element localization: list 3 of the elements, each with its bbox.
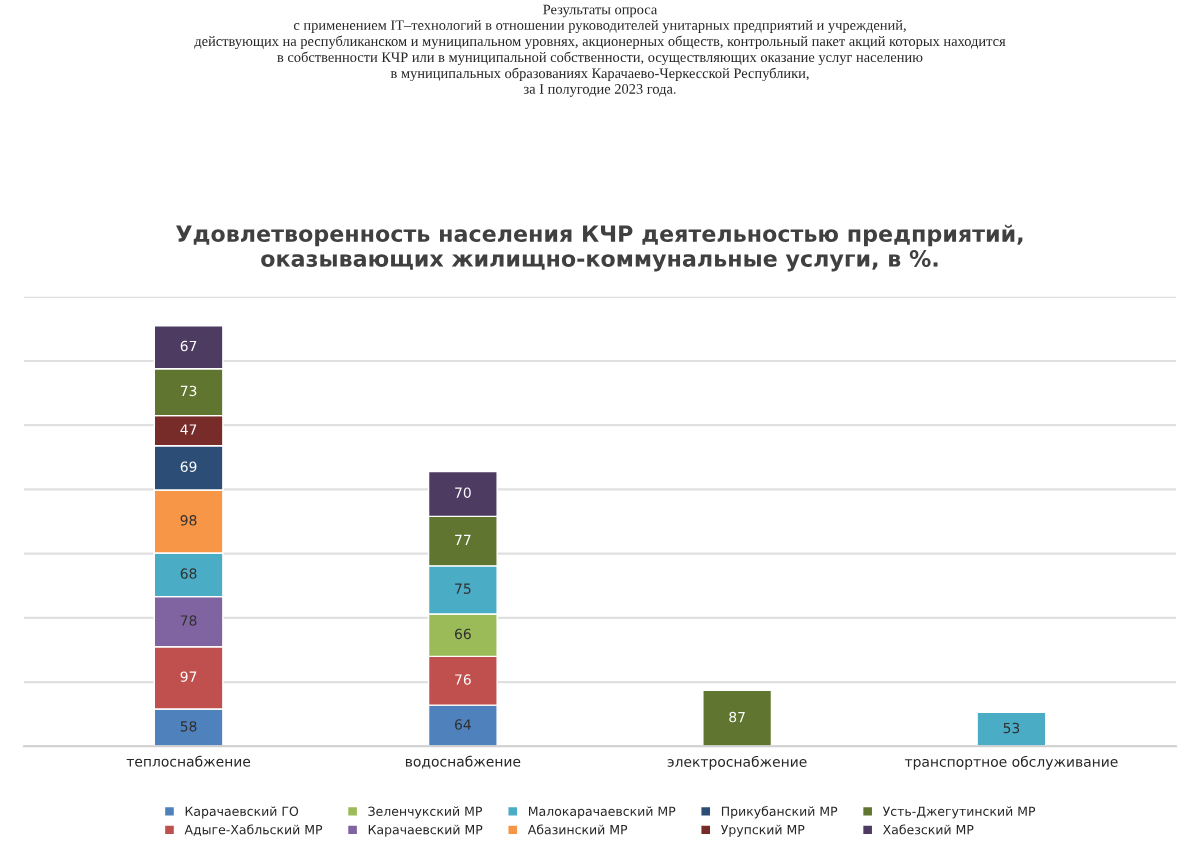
chart-subtitle: Удовлетворенность населения КЧР деятельностью предприятий, оказывающих жилищно-коммунальные услуги, в %. — [176, 224, 1023, 272]
bar — [702, 689, 773, 747]
bar — [976, 711, 1047, 747]
